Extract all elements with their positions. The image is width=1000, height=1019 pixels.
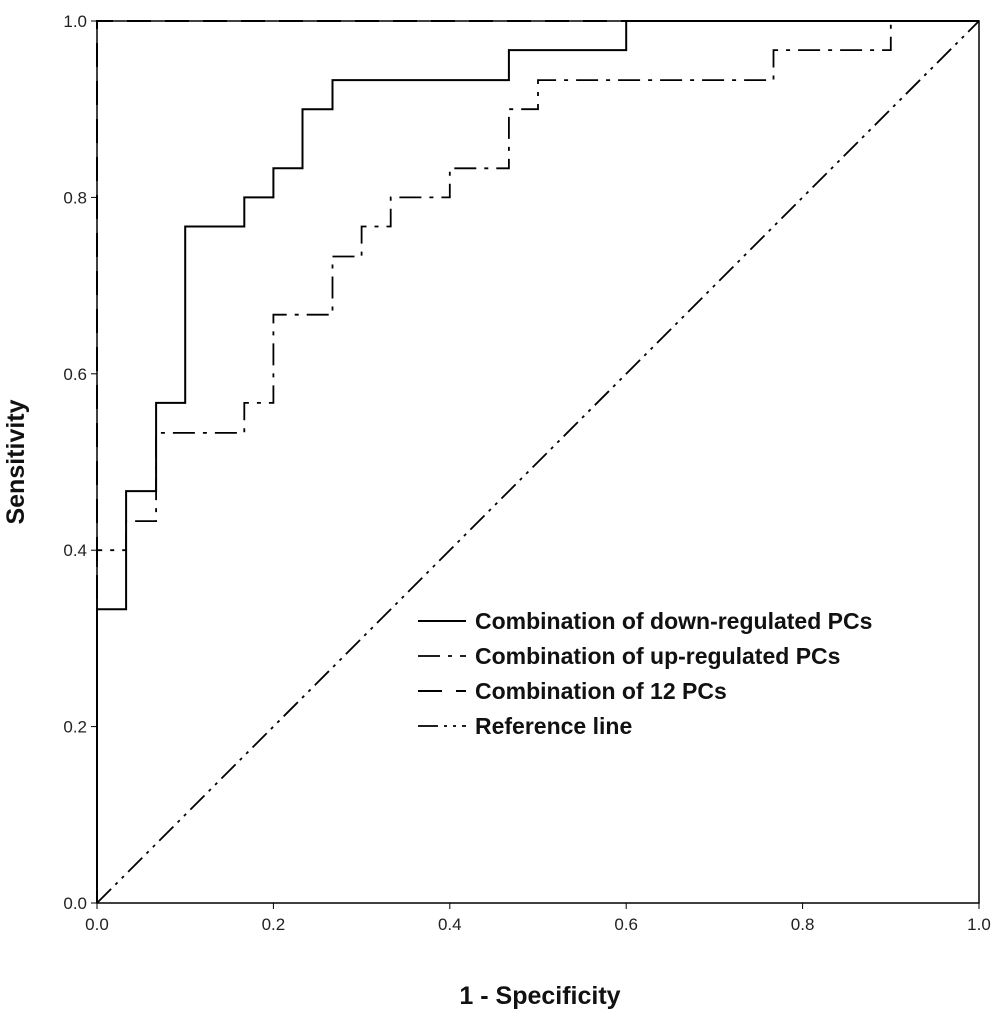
x-axis-title: 1 - Specificity [459,982,620,1010]
x-tick-label: 0.8 [791,915,815,934]
x-tick-label: 0.4 [438,915,462,934]
legend: Combination of down-regulated PCs Combina… [418,608,872,739]
series-layer [96,20,980,904]
legend-label-combination-of-down-regulated-pcs: Combination of down-regulated PCs [475,608,872,634]
legend-label-combination-of-up-regulated-pcs: Combination of up-regulated PCs [475,643,840,669]
y-tick-label: 0.2 [63,718,87,737]
y-axis-title: Sensitivity [2,399,30,524]
x-tick-label: 0.0 [85,915,109,934]
series-line-combination-of-down-regulated-pcs [96,20,979,903]
series-line-combination-of-up-regulated-pcs [96,20,979,903]
y-tick-label: 0.8 [63,188,87,207]
x-tick-label: 0.6 [614,915,638,934]
y-tick-label: 1.0 [63,12,87,31]
x-tick-label: 1.0 [967,915,991,934]
series-line-reference-line [96,20,980,904]
legend-label-reference-line: Reference line [475,713,632,739]
y-tick-label: 0.4 [63,541,87,560]
x-tick-label: 0.2 [262,915,286,934]
axis-ticks: 0.0 0.2 0.4 0.6 0.8 1.0 0.0 0.2 0.4 0.6 0.8 1.0 [63,12,990,934]
legend-label-combination-of-12-pcs: Combination of 12 PCs [475,678,727,704]
y-tick-label: 0.6 [63,365,87,384]
y-tick-label: 0.0 [63,894,87,913]
series-line-combination-of-12-pcs [96,20,979,903]
